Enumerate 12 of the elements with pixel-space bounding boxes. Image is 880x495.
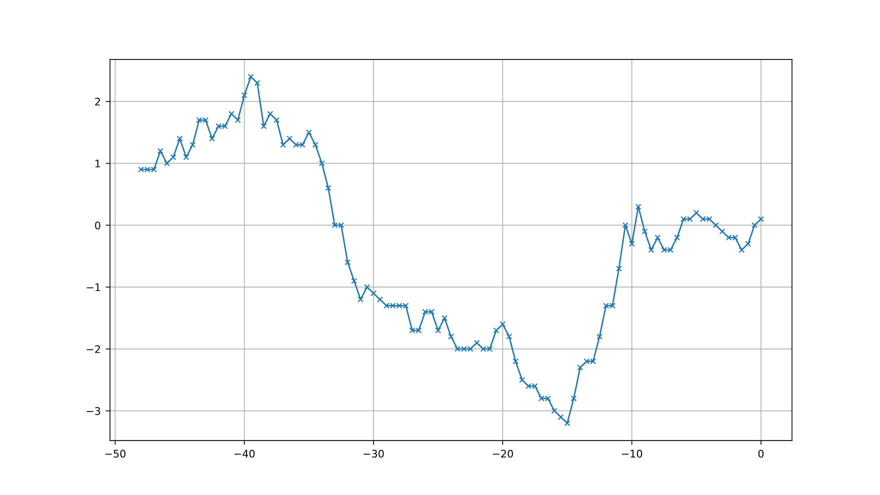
x-tick-label: 0 [758, 450, 764, 458]
y-tick-label: 0 [95, 221, 100, 230]
x-tick-label: −10 [622, 450, 642, 458]
y-tick-label: 1 [95, 160, 100, 168]
x-tick-label: −20 [492, 450, 513, 458]
x-tick-label: −30 [364, 450, 384, 458]
x-tick-label: −50 [105, 450, 126, 458]
y-tick-label: −2 [86, 345, 100, 353]
y-tick-label: 2 [95, 98, 100, 106]
y-tick-label: −1 [86, 283, 100, 292]
x-tick-label: −40 [234, 450, 255, 458]
y-tick-label: −3 [86, 407, 100, 415]
